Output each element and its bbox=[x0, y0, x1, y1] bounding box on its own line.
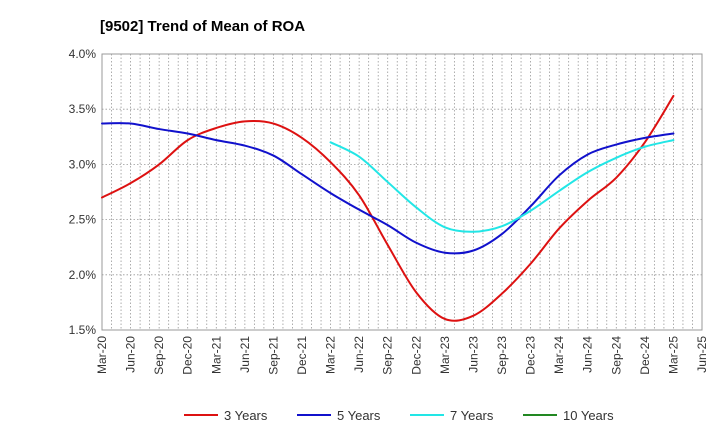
series-line-5-years bbox=[101, 122, 675, 255]
legend-label-7-years: 7 Years bbox=[450, 408, 494, 423]
legend: 3 Years 5 Years 7 Years 10 Years bbox=[184, 408, 614, 423]
x-tick-label: Sep-22 bbox=[381, 336, 395, 375]
x-tick-label: Mar-24 bbox=[552, 336, 566, 374]
x-tick-label: Sep-20 bbox=[152, 336, 166, 375]
x-tick-label: Mar-25 bbox=[666, 336, 680, 374]
x-tick-label: Jun-20 bbox=[124, 336, 138, 373]
x-tick-label: Jun-24 bbox=[581, 336, 595, 373]
x-tick-label: Jun-23 bbox=[466, 336, 480, 373]
x-tick-label: Jun-22 bbox=[352, 336, 366, 373]
x-tick-label: Dec-24 bbox=[638, 336, 652, 375]
x-tick-label: Dec-21 bbox=[295, 336, 309, 375]
series-line-7-years bbox=[329, 139, 675, 233]
x-tick-label: Dec-23 bbox=[524, 336, 538, 375]
x-tick-label: Dec-20 bbox=[181, 336, 195, 375]
x-tick-label: Mar-21 bbox=[209, 336, 223, 374]
grid bbox=[102, 54, 702, 330]
x-tick-label: Sep-23 bbox=[495, 336, 509, 375]
x-tick-label: Mar-20 bbox=[95, 336, 109, 374]
y-tick-label: 1.5% bbox=[69, 323, 97, 337]
y-tick-label: 3.5% bbox=[69, 102, 97, 116]
chart-title: [9502] Trend of Mean of ROA bbox=[100, 18, 305, 35]
x-tick-label: Jun-21 bbox=[238, 336, 252, 373]
legend-label-3-years: 3 Years bbox=[224, 408, 268, 423]
y-tick-label: 2.5% bbox=[69, 213, 97, 227]
x-tick-label: Dec-22 bbox=[409, 336, 423, 375]
y-tick-label: 3.0% bbox=[69, 157, 97, 171]
y-tick-label: 2.0% bbox=[69, 268, 97, 282]
x-tick-label: Jun-25 bbox=[695, 336, 709, 373]
x-tick-label: Sep-24 bbox=[609, 336, 623, 375]
legend-label-10-years: 10 Years bbox=[563, 408, 614, 423]
x-axis: Mar-20 Jun-20 Sep-20 Dec-20 Mar-21 Jun-21 Sep-… bbox=[95, 336, 709, 375]
x-tick-label: Mar-23 bbox=[438, 336, 452, 374]
y-tick-label: 4.0% bbox=[69, 47, 97, 61]
plot-area bbox=[101, 53, 703, 331]
x-tick-label: Mar-22 bbox=[324, 336, 338, 374]
series-group bbox=[101, 94, 675, 322]
legend-label-5-years: 5 Years bbox=[337, 408, 381, 423]
x-tick-label: Sep-21 bbox=[266, 336, 280, 375]
y-axis: 4.0% 3.5% 3.0% 2.5% 2.0% 1.5% bbox=[69, 47, 97, 337]
